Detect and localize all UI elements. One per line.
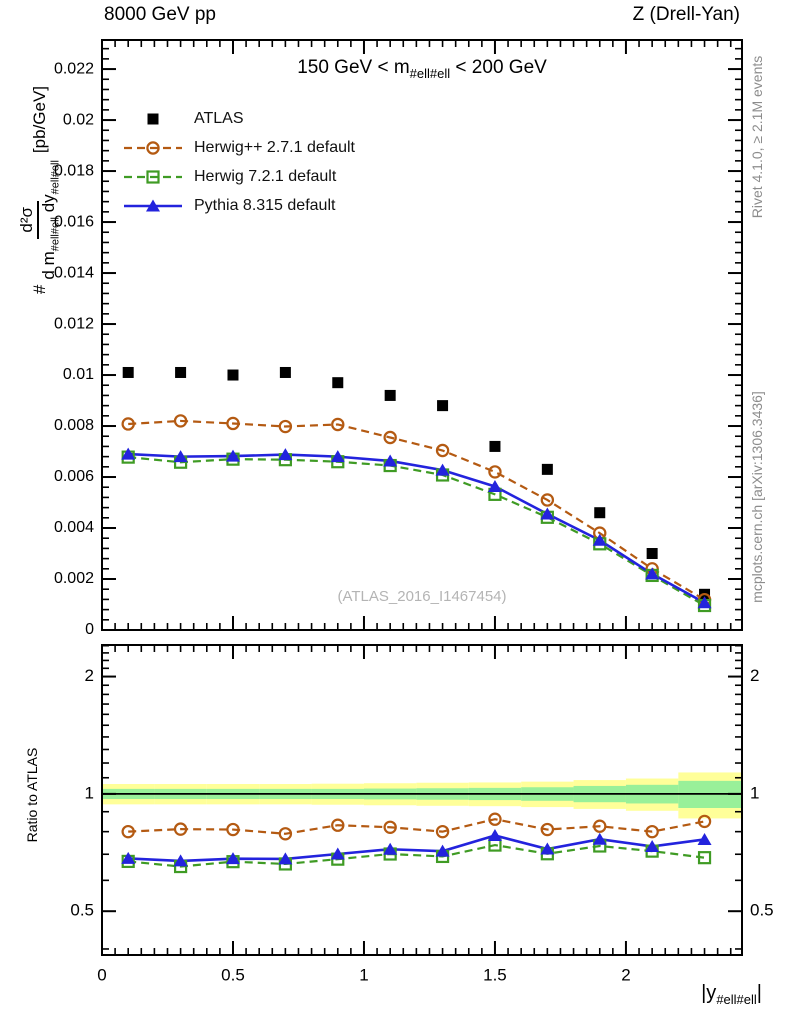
- svg-text:0.004: 0.004: [54, 519, 94, 536]
- pythia-marker-icon: [124, 199, 182, 211]
- fraction-numerator: d²σ: [17, 201, 39, 239]
- atlas-marker-icon: [147, 113, 159, 124]
- svg-text:0.5: 0.5: [70, 901, 94, 920]
- fraction-denominator: d m#ell#ell dy#ell#ell: [38, 160, 62, 280]
- rivet-version-note: Rivet 4.1.0, ≥ 2.1M events: [749, 55, 765, 219]
- svg-text:0.002: 0.002: [54, 570, 94, 587]
- legend-item-atlas: ATLAS: [122, 104, 355, 133]
- svg-text:1.5: 1.5: [483, 965, 507, 984]
- y-axis-title: # d²σ d m#ell#ell dy#ell#ell [pb/GeV]: [5, 37, 75, 343]
- svg-text:0.01: 0.01: [63, 366, 94, 383]
- svg-text:0.014: 0.014: [54, 264, 94, 281]
- svg-text:1: 1: [85, 783, 94, 802]
- herwigpp-marker-icon: [124, 140, 182, 155]
- svg-text:0.5: 0.5: [221, 965, 245, 984]
- y-axis-units: [pb/GeV]: [30, 85, 49, 154]
- ratio-axis-title: Ratio to ATLAS: [24, 747, 40, 843]
- svg-text:0.008: 0.008: [54, 417, 94, 434]
- process-label: Z (Drell-Yan): [632, 4, 740, 25]
- svg-text:0: 0: [97, 965, 106, 984]
- svg-text:1: 1: [359, 965, 368, 984]
- y-axis-prefix: #: [30, 284, 49, 295]
- svg-text:0.016: 0.016: [54, 213, 94, 230]
- svg-text:1: 1: [750, 783, 759, 802]
- y-axis-fraction: d²σ d m#ell#ell dy#ell#ell: [17, 160, 62, 280]
- legend: ATLAS Herwig++ 2.7.1 default Herwig 7.2.…: [122, 104, 355, 220]
- svg-text:0.018: 0.018: [54, 162, 94, 179]
- svg-text:2: 2: [85, 666, 94, 685]
- svg-text:0.5: 0.5: [750, 901, 774, 920]
- herwig7-marker-icon: [124, 169, 182, 184]
- svg-text:2: 2: [621, 965, 630, 984]
- svg-text:0.022: 0.022: [54, 60, 94, 77]
- title-subscript: #ell#ell: [409, 65, 451, 81]
- x-axis-title: |y#ell#ell|: [701, 982, 762, 1007]
- mcplots-reference-note: mcplots.cern.ch [arXiv:1306.3436]: [749, 391, 765, 603]
- svg-text:2: 2: [750, 666, 759, 685]
- svg-text:0.006: 0.006: [54, 468, 94, 485]
- legend-item-herwig7: Herwig 7.2.1 default: [122, 162, 355, 191]
- svg-text:0.012: 0.012: [54, 315, 94, 332]
- panel-title: 150 GeV < m#ell#ell < 200 GeV: [297, 57, 547, 81]
- legend-item-herwigpp: Herwig++ 2.7.1 default: [122, 133, 355, 162]
- legend-item-pythia: Pythia 8.315 default: [122, 191, 355, 220]
- analysis-watermark: (ATLAS_2016_I1467454): [337, 588, 507, 605]
- beam-energy-label: 8000 GeV pp: [104, 4, 216, 25]
- svg-text:0: 0: [85, 621, 94, 638]
- svg-text:0.02: 0.02: [63, 111, 94, 128]
